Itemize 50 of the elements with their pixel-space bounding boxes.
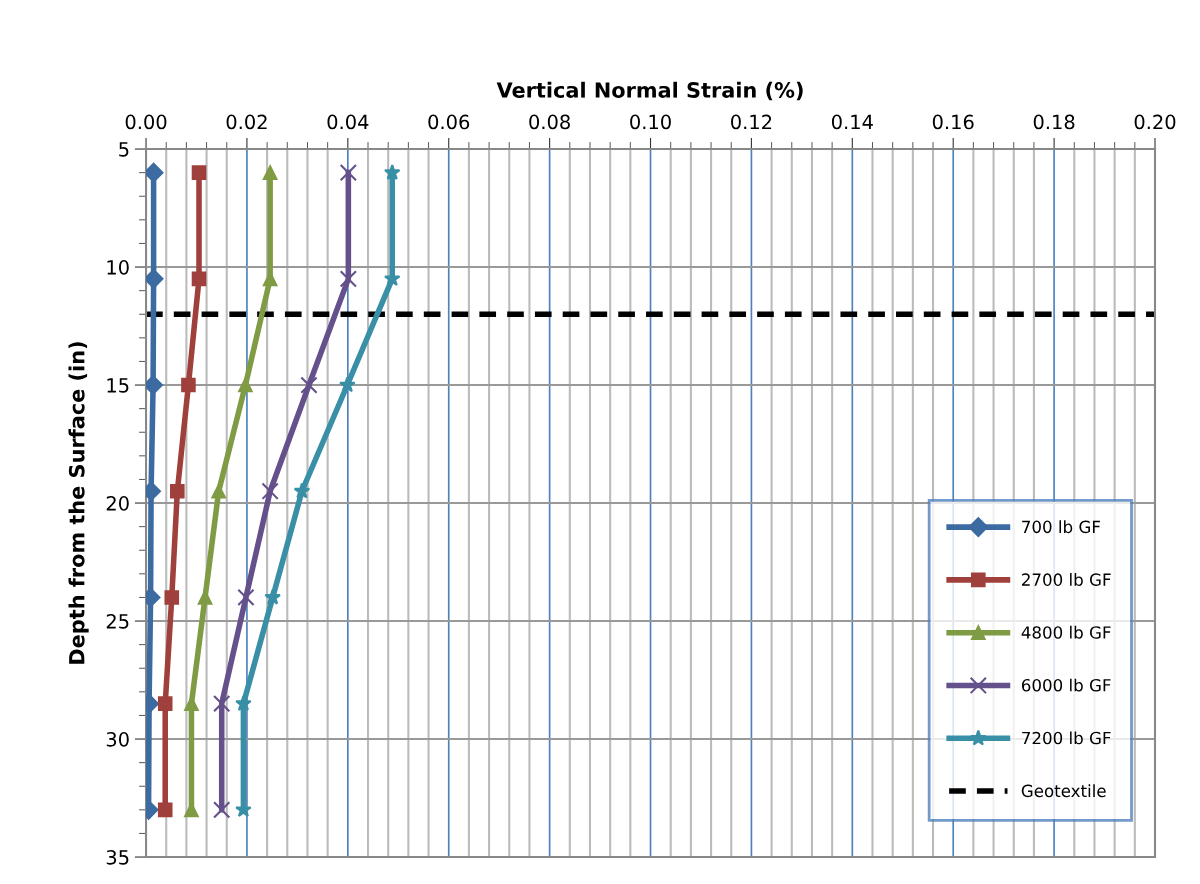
point [213,694,231,713]
x-tick-label: 0.00 [125,114,167,130]
y-tick-label: 10 [107,260,129,275]
point [339,376,356,393]
y-tick-label: 15 [107,378,129,393]
legend-label: 6000 lb GF [1021,678,1111,692]
y-tick-label: 20 [106,496,129,511]
point [300,376,318,394]
x-tick-label: 0.18 [1033,114,1075,130]
y-tick-label: 5 [119,142,129,157]
point [293,482,311,499]
x-tick-label: 0.16 [932,114,974,130]
x-tick-label: 0.04 [327,114,369,130]
legend-label: 700 lb GF [1022,520,1100,534]
x-tick-label: 0.20 [1134,114,1176,130]
point [237,588,255,607]
point [170,483,185,499]
y-axis-title: Depth from the Surface (in) [68,342,89,664]
point [383,163,401,180]
point [191,271,207,287]
x-tick-label: 0.08 [529,114,570,130]
point [235,694,252,711]
point [211,483,226,499]
y-tick-label: 35 [106,849,129,865]
point [191,165,207,180]
x-tick-label: 0.10 [630,114,671,130]
legend-label: 2700 lb GF [1022,573,1111,586]
legend-label: 4800 lb GF [1021,625,1111,639]
point [339,163,358,182]
point [339,270,358,288]
point [181,377,196,393]
x-tick-label: 0.06 [428,114,470,130]
point [184,696,199,711]
point [157,696,173,711]
point [238,377,253,393]
point [164,590,180,605]
point [264,588,281,605]
y-tick-label: 30 [106,731,129,747]
legend-label: 7200 lb GF [1022,731,1111,745]
x-tick-label: 0.12 [731,114,772,130]
x-tick-label: 0.14 [831,114,873,130]
point [261,482,279,500]
point [262,165,278,180]
x-tick-label: 0.02 [226,114,267,130]
point [157,802,173,818]
point [213,801,231,819]
legend-label: Geotextile [1021,784,1106,798]
x-axis-title: Vertical Normal Strain (%) [496,81,803,101]
y-tick-label: 25 [106,614,129,629]
point [146,375,163,395]
